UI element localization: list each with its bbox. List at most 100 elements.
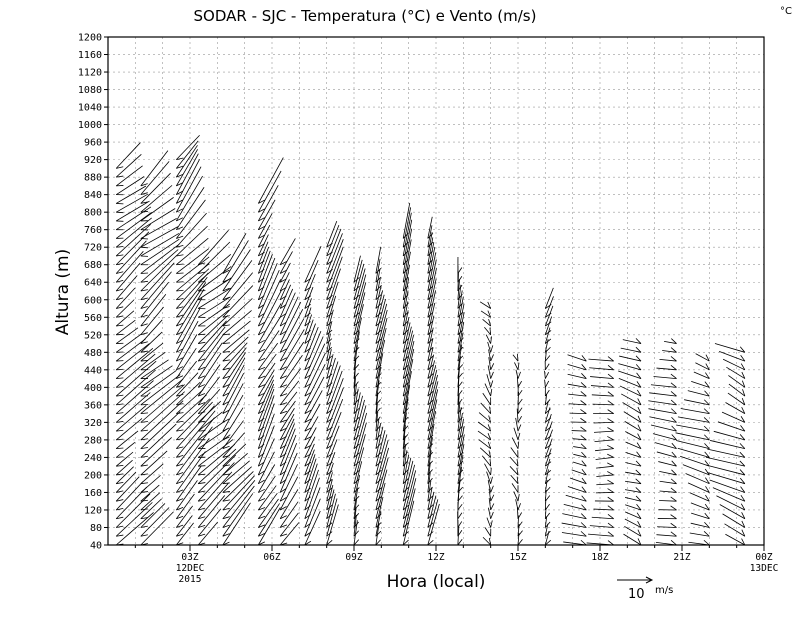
- wind-barb: [222, 475, 255, 511]
- wind-barb: [402, 488, 416, 537]
- wind-barb-head: [517, 380, 522, 388]
- wind-barb-head: [258, 357, 266, 362]
- wind-barb-head: [427, 513, 434, 520]
- wind-barb: [176, 268, 210, 301]
- wind-barb-head: [427, 329, 434, 336]
- wind-barb: [140, 249, 179, 283]
- wind-barb: [140, 450, 168, 476]
- wind-barb-head: [326, 400, 333, 406]
- wind-barb: [257, 262, 278, 309]
- wind-barb-head: [670, 373, 677, 379]
- wind-barb-head: [280, 393, 288, 397]
- wind-barb-head: [545, 304, 552, 309]
- wind-barb-head: [198, 473, 206, 476]
- wind-barb-head: [280, 515, 287, 520]
- wind-barb: [619, 385, 642, 397]
- wind-barb-head: [739, 477, 746, 484]
- wind-barb: [676, 440, 710, 450]
- wind-barb: [140, 293, 167, 327]
- wind-barb-head: [326, 487, 333, 493]
- wind-barb: [727, 392, 746, 406]
- wind-barb-head: [402, 442, 409, 449]
- wind-barb-head: [116, 297, 124, 301]
- wind-barb: [402, 219, 413, 265]
- wind-barb-head: [304, 356, 311, 362]
- wind-barb-head: [375, 276, 382, 283]
- wind-barb-head: [457, 486, 464, 493]
- wind-barb-head: [326, 269, 333, 274]
- wind-barb-head: [375, 513, 382, 520]
- wind-barb-head: [705, 354, 710, 362]
- wind-barb: [402, 334, 414, 379]
- wind-barb: [140, 374, 181, 406]
- wind-barb-head: [280, 410, 288, 414]
- wind-barb: [258, 342, 279, 371]
- wind-barb-head: [457, 346, 464, 353]
- wind-barb: [140, 463, 164, 484]
- wind-barb: [140, 217, 177, 239]
- wind-barb-head: [402, 504, 409, 511]
- wind-barb: [257, 413, 275, 458]
- wind-barb-head: [140, 438, 148, 441]
- wind-barb-head: [258, 488, 265, 493]
- wind-barb: [197, 428, 228, 449]
- wind-barb: [567, 383, 587, 388]
- x-tick-label: 12Z: [427, 552, 444, 563]
- wind-barb: [353, 255, 361, 283]
- wind-barb-head: [402, 522, 409, 528]
- wind-barb: [140, 391, 185, 432]
- wind-barb: [115, 299, 135, 318]
- wind-barb-head: [258, 384, 266, 388]
- wind-barb-head: [516, 458, 519, 467]
- wind-barb: [176, 248, 210, 274]
- wind-barb-head: [607, 356, 614, 362]
- wind-barb-head: [427, 399, 434, 406]
- wind-barb: [222, 502, 251, 546]
- wind-barb: [513, 427, 519, 441]
- wind-barb-head: [116, 464, 124, 467]
- wind-barb-head: [488, 319, 492, 327]
- wind-barb-head: [222, 427, 230, 432]
- wind-barbs: [115, 134, 746, 546]
- wind-barb-head: [427, 294, 434, 301]
- wind-barb-head: [670, 399, 677, 406]
- wind-barb: [484, 326, 491, 336]
- wind-barb-head: [402, 268, 409, 274]
- wind-barb: [176, 451, 206, 493]
- wind-barb-head: [375, 373, 382, 379]
- wind-barb: [326, 256, 343, 300]
- wind-barb-head: [670, 531, 677, 537]
- wind-barb: [176, 398, 211, 432]
- wind-barb-head: [670, 391, 677, 397]
- wind-barb: [650, 384, 677, 388]
- wind-barb: [176, 272, 209, 309]
- wind-barb: [326, 349, 332, 370]
- wind-barb: [222, 342, 248, 371]
- wind-barb-head: [375, 496, 382, 502]
- wind-barb-head: [580, 382, 587, 388]
- wind-barb: [197, 364, 221, 397]
- wind-barb-head: [402, 496, 409, 502]
- x-tick-year: 2015: [179, 574, 202, 585]
- wind-barb-head: [176, 306, 184, 309]
- wind-barb-head: [427, 276, 434, 283]
- wind-barb: [402, 435, 406, 458]
- wind-barb: [593, 508, 614, 511]
- wind-barb-head: [607, 444, 614, 450]
- wind-barb-head: [427, 477, 433, 484]
- wind-barb: [257, 379, 274, 414]
- wind-barb: [176, 493, 195, 519]
- wind-barb-head: [375, 312, 382, 318]
- x-tick-label: 15Z: [509, 552, 526, 563]
- wind-barb-head: [545, 330, 552, 336]
- wind-barb: [279, 296, 299, 335]
- wind-barb: [140, 208, 176, 231]
- wind-barb: [140, 197, 174, 222]
- wind-barb: [623, 411, 642, 423]
- wind-barb-head: [326, 286, 333, 292]
- wind-barb-head: [326, 522, 333, 528]
- wind-barb: [279, 292, 296, 327]
- y-tick-label: 720: [84, 243, 102, 254]
- wind-barb: [115, 392, 151, 423]
- wind-barb-head: [427, 364, 434, 371]
